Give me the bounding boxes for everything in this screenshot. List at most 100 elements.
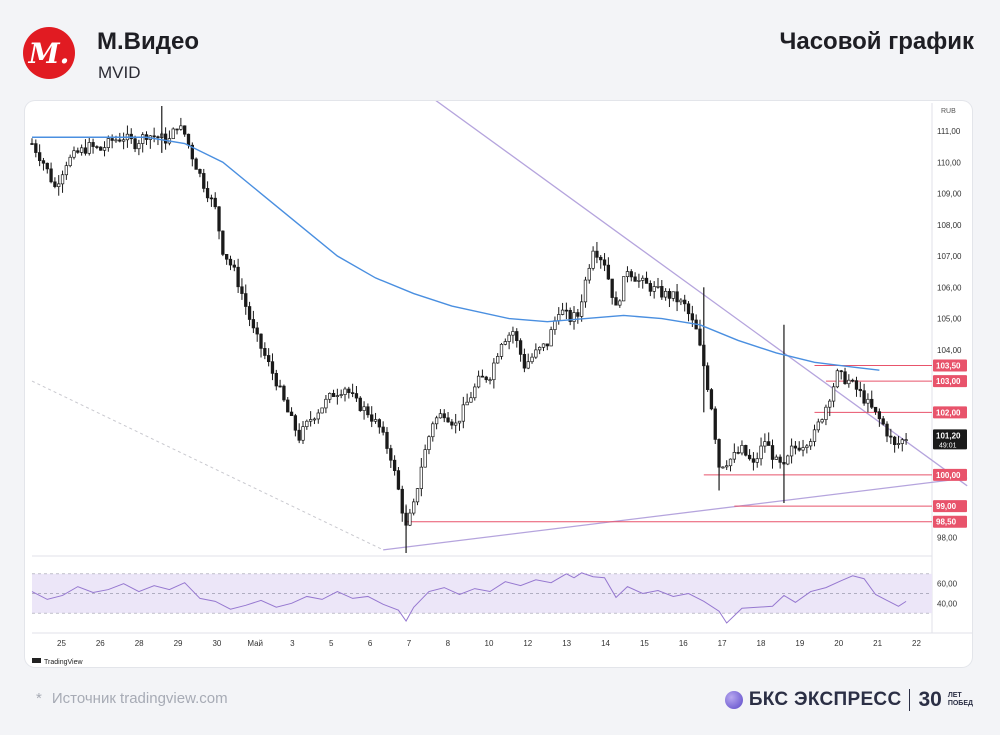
- candle-body: [728, 458, 733, 467]
- candle-body: [163, 133, 168, 144]
- candle-body: [335, 395, 340, 397]
- candle-body: [106, 138, 110, 148]
- candle-body: [412, 501, 416, 514]
- candle-body: [247, 306, 252, 320]
- tradingview-logo-text: TradingView: [44, 659, 83, 666]
- y-tick-label: 98,00: [937, 533, 958, 542]
- candle-body: [34, 143, 38, 153]
- candle-body: [637, 280, 641, 282]
- candle-body: [49, 168, 53, 183]
- currency-label: RUB: [941, 108, 956, 115]
- candle-body: [797, 447, 801, 451]
- candle-body: [392, 459, 397, 471]
- candle-body: [263, 348, 267, 356]
- company-name: М.Видео: [97, 28, 199, 55]
- candle-body: [767, 441, 771, 446]
- x-tick-label: 14: [601, 639, 610, 648]
- candle-body: [282, 385, 286, 401]
- brand-divider: [909, 689, 911, 711]
- candle-body: [900, 439, 904, 444]
- candle-body: [30, 143, 34, 145]
- candle-body: [305, 420, 309, 427]
- candle-body: [57, 183, 61, 187]
- candle-body: [663, 290, 668, 298]
- candle-body: [438, 413, 443, 419]
- x-tick-label: 8: [446, 639, 451, 648]
- price-level-label: 98,50: [936, 518, 957, 527]
- moving-average-line: [32, 136, 880, 371]
- candle-body: [599, 256, 603, 261]
- price-chart: RUB98,0099,00100,00101,00102,00103,00104…: [30, 101, 972, 666]
- candle-body: [141, 134, 145, 144]
- candle-body: [473, 386, 477, 399]
- candle-body: [267, 355, 271, 363]
- candle-body: [698, 328, 702, 346]
- candle-body: [274, 373, 278, 387]
- candle-body: [576, 312, 580, 317]
- candle-body: [675, 291, 679, 303]
- y-tick-label: 105,00: [937, 315, 962, 324]
- candle-body: [763, 441, 767, 447]
- candle-body: [755, 458, 759, 463]
- candle-body: [801, 447, 805, 451]
- candle-body: [121, 139, 126, 142]
- candle-body: [778, 456, 782, 463]
- candle-body: [389, 448, 393, 461]
- candle-body: [499, 343, 504, 357]
- candle-body: [53, 181, 57, 187]
- candle-body: [843, 371, 847, 385]
- price-level-badge: [933, 375, 967, 388]
- price-level-label: 100,00: [936, 471, 961, 480]
- candle-body: [816, 421, 820, 431]
- trendline: [435, 101, 968, 487]
- y-tick-label: 110,00: [937, 158, 961, 167]
- candle-body: [560, 309, 565, 315]
- candle-body: [839, 370, 843, 373]
- x-tick-label: 15: [640, 639, 649, 648]
- candle-body: [583, 279, 588, 303]
- candle-body: [835, 370, 840, 388]
- candle-body: [255, 327, 259, 335]
- candle-body: [885, 423, 889, 437]
- candle-body: [824, 406, 828, 420]
- candle-body: [568, 309, 572, 322]
- candle-body: [202, 173, 206, 189]
- tradingview-logo-icon: [32, 658, 41, 663]
- candle-body: [557, 314, 561, 322]
- candle-body: [240, 286, 244, 294]
- candle-body: [656, 285, 660, 288]
- rsi-tick-label: 60,00: [937, 580, 958, 589]
- candle-body: [396, 470, 401, 490]
- candle-body: [316, 412, 320, 420]
- candle-body: [377, 419, 381, 428]
- candle-body: [205, 188, 210, 199]
- brand-name: БКС ЭКСПРЕСС: [748, 689, 902, 710]
- candle-body: [580, 301, 584, 317]
- x-tick-label: 25: [57, 639, 66, 648]
- candle-body: [152, 135, 156, 138]
- candle-body: [721, 466, 725, 469]
- candle-body: [339, 394, 343, 396]
- candle-body: [740, 445, 744, 454]
- candle-body: [809, 441, 813, 447]
- y-tick-label: 111,00: [937, 127, 961, 136]
- candle-body: [60, 174, 65, 185]
- candle-body: [660, 285, 664, 298]
- candle-body: [831, 386, 836, 402]
- candle-body: [37, 152, 42, 161]
- candle-body: [228, 258, 233, 266]
- candle-body: [549, 329, 553, 347]
- candle-body: [347, 388, 351, 393]
- candle-body: [602, 259, 607, 266]
- price-level-label: 103,50: [936, 361, 961, 370]
- x-tick-label: Май: [247, 639, 263, 648]
- candle-body: [179, 125, 183, 130]
- candle-body: [629, 271, 633, 278]
- y-tick-label: 106,00: [937, 283, 962, 292]
- candle-body: [744, 445, 748, 456]
- candle-body: [553, 320, 557, 330]
- candle-body: [385, 431, 389, 449]
- candle-body: [889, 435, 893, 438]
- x-tick-label: 19: [795, 639, 804, 648]
- candle-body: [759, 445, 763, 460]
